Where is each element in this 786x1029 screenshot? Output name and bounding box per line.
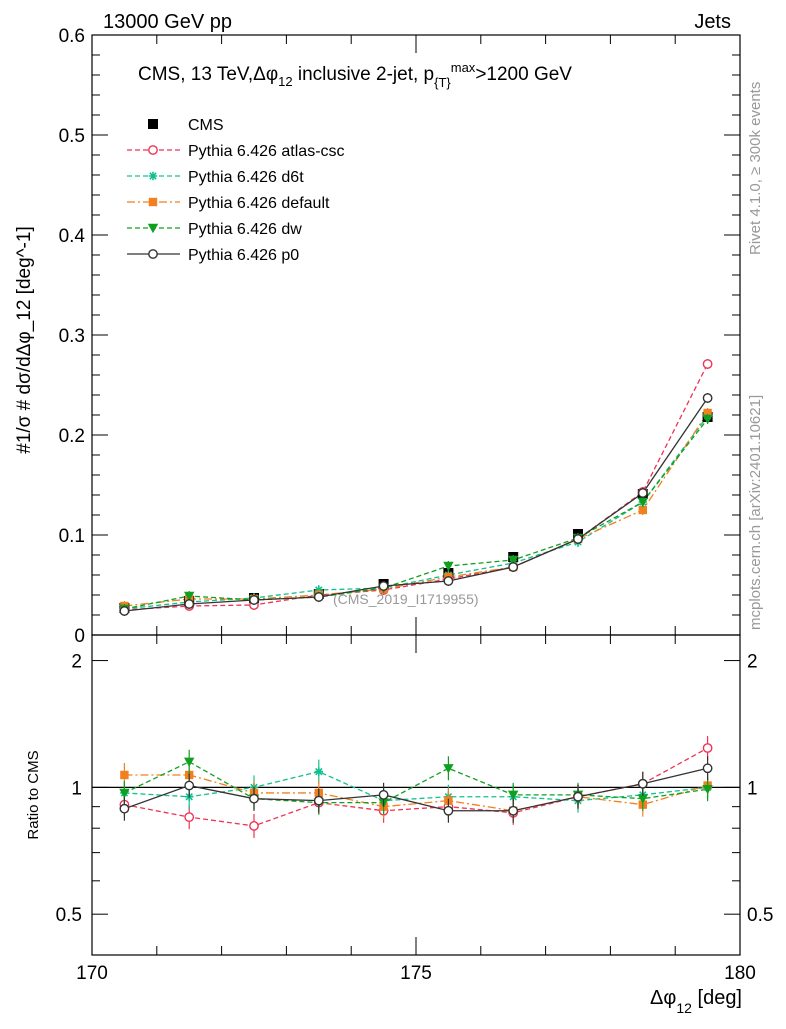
ratio-panel: 0.5 0.5 1 1 2 2 170 175 180 Ratio to CMS Δφ12 [d… — [25, 634, 773, 1016]
data-point-pythia-6-426-dw — [184, 591, 195, 602]
watermark: (CMS_2019_I1719955) — [333, 591, 479, 607]
data-point-pythia-6-426-p0 — [378, 581, 389, 591]
ratio-series-lines — [124, 747, 708, 827]
header-left: 13000 GeV pp — [103, 11, 232, 33]
ratio-point-pythia-6-426-p0 — [637, 778, 648, 789]
data-point-pythia-6-426-p0 — [119, 606, 130, 616]
ratio-point-pythia-6-426-p0 — [443, 805, 454, 816]
y-tick-label: 0.6 — [59, 26, 85, 47]
ratio-point-pythia-6-426-p0 — [249, 793, 259, 804]
ratio-point-pythia-6-426-p0 — [119, 803, 130, 814]
plot-title: CMS, 13 TeV,Δφ12 inclusive 2-jet, p{T}ma… — [138, 60, 572, 90]
ratio-y-tick-label: 2 — [71, 652, 82, 673]
data-point-pythia-6-426-p0 — [637, 488, 648, 498]
data-point-pythia-6-426-p0 — [508, 562, 519, 572]
ratio-axis-ticks: 0.5 0.5 1 1 2 2 170 175 180 — [56, 635, 773, 984]
legend-label-cms: CMS — [188, 117, 224, 134]
legend-label-pythia-6-426-default: Pythia 6.426 default — [188, 195, 330, 212]
ratio-point-pythia-6-426-dw — [119, 788, 130, 799]
legend-label-pythia-6-426-atlas-csc: Pythia 6.426 atlas-csc — [188, 143, 345, 160]
legend-marker-pythia-6-426-p0 — [148, 249, 158, 259]
data-point-pythia-6-426-default — [638, 505, 647, 515]
data-point-pythia-6-426-default — [703, 408, 712, 418]
main-series-lines — [124, 363, 709, 612]
data-point-pythia-6-426-p0 — [702, 393, 713, 403]
ratio-point-pythia-6-426-p0 — [573, 791, 583, 802]
data-point-pythia-6-426-p0 — [249, 595, 259, 605]
y-tick-label: 0.3 — [59, 326, 85, 347]
main-panel: 0 0.1 0.2 0.3 0.4 0.5 0.6 CMS, 13 TeV,Δφ12 inc… — [14, 26, 741, 647]
rivet-label-text: Rivet 4.1.0, ≥ 300k events — [747, 82, 764, 255]
y-tick-label: 0 — [74, 626, 85, 647]
legend-marker-pythia-6-426-default — [148, 197, 158, 207]
legend-label-pythia-6-426-dw: Pythia 6.426 dw — [188, 221, 302, 238]
ratio-line-pythia-6-426-dw — [124, 761, 708, 804]
ratio-y-tick-label-right: 1 — [747, 778, 758, 799]
legend-label-pythia-6-426-d6t: Pythia 6.426 d6t — [188, 169, 304, 186]
ratio-point-pythia-6-426-dw — [702, 785, 713, 795]
ratio-point-pythia-6-426-atlas-csc — [249, 821, 259, 831]
mcplots-label-text: mcplots.cern.ch [arXiv:2401.10621] — [747, 395, 764, 630]
ratio-point-pythia-6-426-p0 — [702, 763, 713, 774]
y-tick-label: 0.1 — [59, 526, 85, 547]
y-tick-label: 0.4 — [59, 226, 86, 247]
ratio-y-label: Ratio to CMS — [25, 750, 42, 839]
ratio-line-pythia-6-426-p0 — [124, 767, 708, 812]
ratio-y-label-text: Ratio to CMS — [25, 750, 42, 839]
series-line-pythia-6-426-dw — [124, 418, 709, 610]
main-series-markers — [119, 359, 713, 616]
ratio-y-tick-label: 1 — [71, 778, 82, 799]
x-tick-label: 170 — [76, 963, 108, 984]
ratio-point-pythia-6-426-p0 — [378, 789, 389, 800]
legend-label-pythia-6-426-p0: Pythia 6.426 p0 — [188, 247, 299, 264]
main-y-label: #1/σ # dσ/dΔφ_12 [deg^-1] — [14, 226, 35, 453]
main-axis-ticks: 0 0.1 0.2 0.3 0.4 0.5 0.6 — [59, 26, 741, 647]
data-point-pythia-6-426-atlas-csc — [702, 359, 713, 369]
ratio-line-pythia-6-426-default — [124, 774, 708, 812]
ratio-point-pythia-6-426-dw — [637, 794, 648, 804]
series-line-pythia-6-426-p0 — [124, 397, 709, 612]
ratio-point-pythia-6-426-p0 — [184, 780, 195, 791]
ratio-point-pythia-6-426-dw — [508, 790, 519, 801]
data-point-pythia-6-426-p0 — [313, 592, 324, 602]
ratio-point-pythia-6-426-dw — [184, 757, 195, 768]
y-tick-label: 0.2 — [59, 426, 85, 447]
y-tick-label: 0.5 — [59, 126, 85, 147]
ratio-point-pythia-6-426-atlas-csc — [702, 743, 713, 753]
ratio-line-pythia-6-426-atlas-csc — [124, 747, 708, 827]
rivet-label: Rivet 4.1.0, ≥ 300k events — [747, 82, 764, 255]
series-line-pythia-6-426-atlas-csc — [124, 363, 709, 611]
data-point-pythia-6-426-p0 — [573, 534, 583, 544]
legend-marker-pythia-6-426-d6t — [148, 171, 158, 181]
series-line-pythia-6-426-d6t — [124, 415, 709, 610]
legend: CMS Pythia 6.426 atlas-csc Pythia 6.426 d6… — [127, 117, 345, 264]
ratio-series-markers — [119, 736, 713, 838]
ratio-point-pythia-6-426-p0 — [313, 795, 324, 806]
ratio-point-pythia-6-426-atlas-csc — [184, 812, 195, 823]
data-point-pythia-6-426-dw — [637, 497, 648, 508]
x-axis-label: Δφ12 [deg] — [650, 987, 742, 1016]
data-point-pythia-6-426-dw — [508, 555, 519, 566]
data-point-pythia-6-426-dw — [443, 561, 454, 572]
data-point-pythia-6-426-p0 — [443, 576, 454, 586]
header-right: Jets — [694, 11, 731, 33]
main-y-label-text: #1/σ # dσ/dΔφ_12 [deg^-1] — [14, 226, 35, 453]
legend-marker-pythia-6-426-atlas-csc — [148, 145, 158, 155]
ratio-y-tick-label-right: 0.5 — [747, 905, 773, 926]
ratio-y-tick-label: 0.5 — [56, 905, 82, 926]
x-tick-label: 175 — [400, 963, 432, 984]
data-point-pythia-6-426-dw — [702, 414, 713, 425]
ratio-y-tick-label-right: 2 — [747, 652, 758, 673]
ratio-point-pythia-6-426-dw — [443, 764, 454, 774]
x-tick-label: 180 — [724, 963, 756, 984]
mcplots-label: mcplots.cern.ch [arXiv:2401.10621] — [747, 395, 764, 630]
legend-marker-pythia-6-426-dw — [147, 223, 159, 234]
data-point-pythia-6-426-p0 — [184, 599, 195, 609]
ratio-point-pythia-6-426-p0 — [508, 805, 519, 816]
legend-marker-cms — [148, 119, 158, 129]
ratio-point-pythia-6-426-d6t — [314, 767, 323, 776]
ratio-point-pythia-6-426-default — [120, 770, 129, 780]
